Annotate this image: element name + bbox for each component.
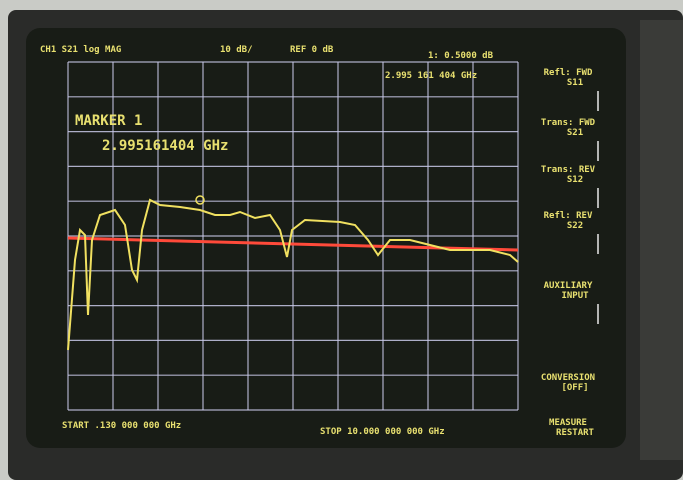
readout: 1: 0.5000 dB xyxy=(428,51,494,61)
ref: REF 0 dB xyxy=(290,45,334,55)
softkey-line1[interactable]: MEASURE xyxy=(549,418,587,428)
softkey-line2[interactable]: S12 xyxy=(567,175,583,185)
softkey-line1[interactable]: Refl: FWD xyxy=(544,68,593,78)
readout-freq: 2.995 161 404 GHz xyxy=(385,71,477,81)
softkey-line2[interactable]: S22 xyxy=(567,221,583,231)
softkey-line1[interactable]: Trans: FWD xyxy=(541,118,596,128)
side-panel xyxy=(640,20,683,460)
softkey-line2[interactable]: S11 xyxy=(567,78,583,88)
softkey-line2[interactable]: RESTART xyxy=(556,428,595,438)
softkey-line1[interactable]: AUXILIARY xyxy=(544,281,593,291)
analyzer-screen: CH1 S21 log MAG 10 dB/ REF 0 dB 1: 0.500… xyxy=(0,0,683,480)
marker-label: MARKER 1 xyxy=(75,113,142,129)
softkey-line1[interactable]: Trans: REV xyxy=(541,165,596,175)
marker-freq: 2.995161404 GHz xyxy=(102,138,228,154)
start-freq: START .130 000 000 GHz xyxy=(62,421,181,431)
softkey-line1[interactable]: Refl: REV xyxy=(544,211,593,221)
softkey-line2[interactable]: [OFF] xyxy=(561,383,588,393)
softkey-line1[interactable]: CONVERSION xyxy=(541,373,595,383)
softkey-line2[interactable]: S21 xyxy=(567,128,583,138)
stop-freq: STOP 10.000 000 000 GHz xyxy=(320,427,445,437)
page: CH1 S21 log MAG 10 dB/ REF 0 dB 1: 0.500… xyxy=(0,0,683,480)
channel: CH1 S21 log MAG xyxy=(40,45,121,55)
softkey-line2[interactable]: INPUT xyxy=(561,291,589,301)
scale: 10 dB/ xyxy=(220,45,253,55)
